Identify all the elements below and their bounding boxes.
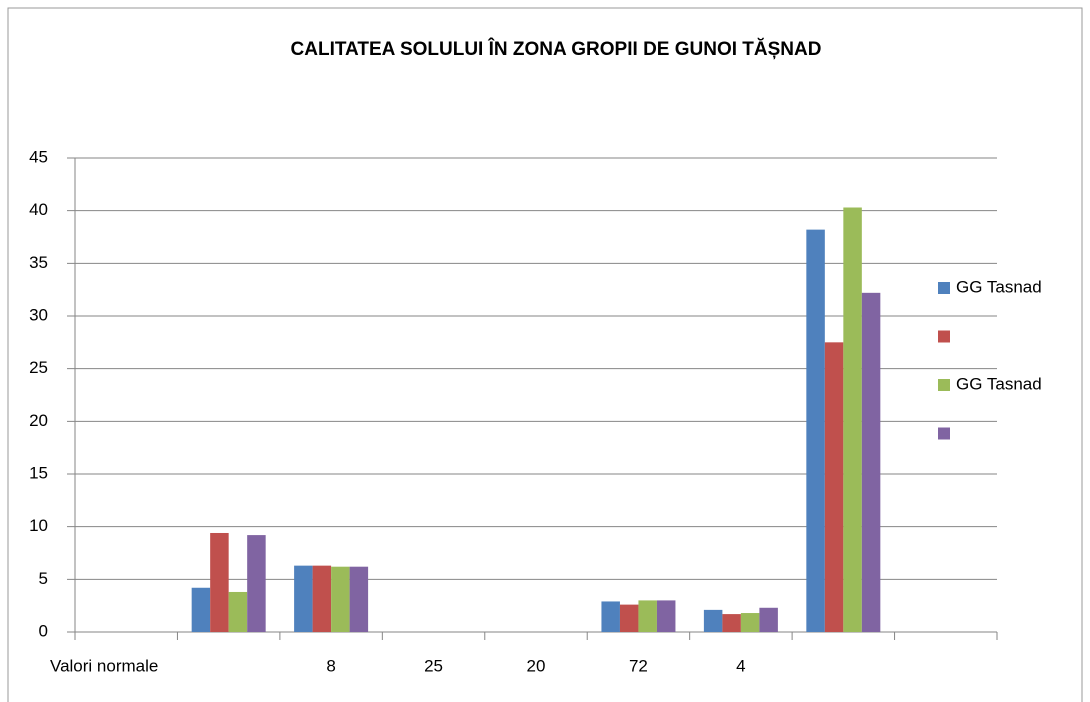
legend-label: GG Tasnad — [956, 277, 1042, 296]
bar — [601, 601, 620, 632]
y-tick-label: 40 — [29, 200, 48, 219]
bar — [210, 532, 229, 632]
y-tick-label: 10 — [29, 516, 48, 535]
legend-label: GG Tasnad — [956, 374, 1042, 393]
bar — [247, 535, 266, 632]
y-tick-label: 25 — [29, 358, 48, 377]
y-tick-label: 5 — [39, 569, 48, 588]
bar — [843, 207, 862, 633]
bar — [619, 604, 639, 632]
y-tick-label: 15 — [29, 463, 48, 482]
legend-marker — [938, 427, 950, 440]
x-tick-label: 4 — [736, 656, 745, 675]
y-tick-label: 20 — [29, 411, 48, 430]
bar — [861, 292, 881, 632]
bar — [312, 565, 332, 632]
y-tick-label: 45 — [29, 147, 48, 166]
legend-marker — [938, 379, 950, 391]
bar — [759, 607, 778, 632]
bar — [294, 565, 313, 632]
bar — [349, 566, 369, 632]
bar — [740, 613, 760, 632]
bar — [722, 614, 741, 632]
chart-title: CALITATEA SOLULUI ÎN ZONA GROPII DE GUNO… — [291, 38, 822, 60]
bar — [656, 600, 676, 632]
y-tick-label: 35 — [29, 253, 48, 272]
chart-frame — [7, 7, 1083, 702]
bar — [824, 342, 844, 632]
x-tick-label: 72 — [629, 656, 648, 675]
y-tick-label: 30 — [29, 305, 48, 324]
legend-marker — [938, 282, 950, 294]
bar — [331, 566, 350, 632]
bar — [191, 587, 211, 632]
x-tick-label: 20 — [527, 656, 546, 675]
bar — [638, 600, 657, 632]
legend-marker — [938, 330, 950, 343]
bar — [806, 229, 825, 633]
x-tick-label: 25 — [424, 656, 443, 675]
x-tick-label: 8 — [326, 656, 335, 675]
y-tick-label: 0 — [39, 621, 48, 640]
bar — [228, 591, 248, 632]
x-tick-label: Valori normale — [50, 656, 158, 675]
bar — [703, 609, 723, 632]
